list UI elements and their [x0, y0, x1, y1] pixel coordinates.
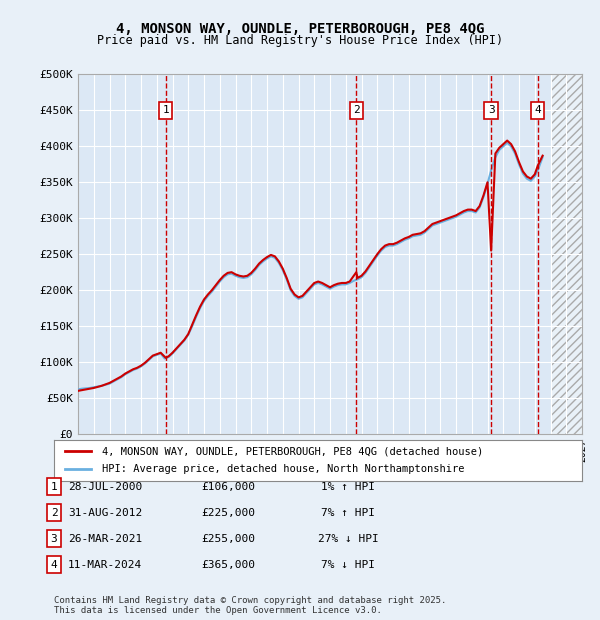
Text: 4, MONSON WAY, OUNDLE, PETERBOROUGH, PE8 4QG: 4, MONSON WAY, OUNDLE, PETERBOROUGH, PE8… — [116, 22, 484, 36]
Text: 1% ↑ HPI: 1% ↑ HPI — [321, 482, 375, 492]
Text: 4: 4 — [535, 105, 541, 115]
Text: 4: 4 — [50, 560, 58, 570]
Text: 31-AUG-2012: 31-AUG-2012 — [68, 508, 142, 518]
Bar — [551, 74, 582, 434]
Text: 28-JUL-2000: 28-JUL-2000 — [68, 482, 142, 492]
Text: Contains HM Land Registry data © Crown copyright and database right 2025.
This d: Contains HM Land Registry data © Crown c… — [54, 596, 446, 615]
Text: 3: 3 — [50, 534, 58, 544]
Text: £225,000: £225,000 — [201, 508, 255, 518]
Text: 7% ↑ HPI: 7% ↑ HPI — [321, 508, 375, 518]
Text: 1: 1 — [50, 482, 58, 492]
Text: £365,000: £365,000 — [201, 560, 255, 570]
Text: Price paid vs. HM Land Registry's House Price Index (HPI): Price paid vs. HM Land Registry's House … — [97, 34, 503, 47]
Text: 4, MONSON WAY, OUNDLE, PETERBOROUGH, PE8 4QG (detached house): 4, MONSON WAY, OUNDLE, PETERBOROUGH, PE8… — [101, 446, 483, 456]
Text: 2: 2 — [353, 105, 359, 115]
Bar — [551, 74, 582, 434]
Text: £255,000: £255,000 — [201, 534, 255, 544]
Text: 1: 1 — [163, 105, 169, 115]
Text: HPI: Average price, detached house, North Northamptonshire: HPI: Average price, detached house, Nort… — [101, 464, 464, 474]
Text: £106,000: £106,000 — [201, 482, 255, 492]
Text: 11-MAR-2024: 11-MAR-2024 — [68, 560, 142, 570]
Text: 26-MAR-2021: 26-MAR-2021 — [68, 534, 142, 544]
Text: 2: 2 — [50, 508, 58, 518]
Text: 3: 3 — [488, 105, 494, 115]
Text: 27% ↓ HPI: 27% ↓ HPI — [317, 534, 379, 544]
Text: 7% ↓ HPI: 7% ↓ HPI — [321, 560, 375, 570]
